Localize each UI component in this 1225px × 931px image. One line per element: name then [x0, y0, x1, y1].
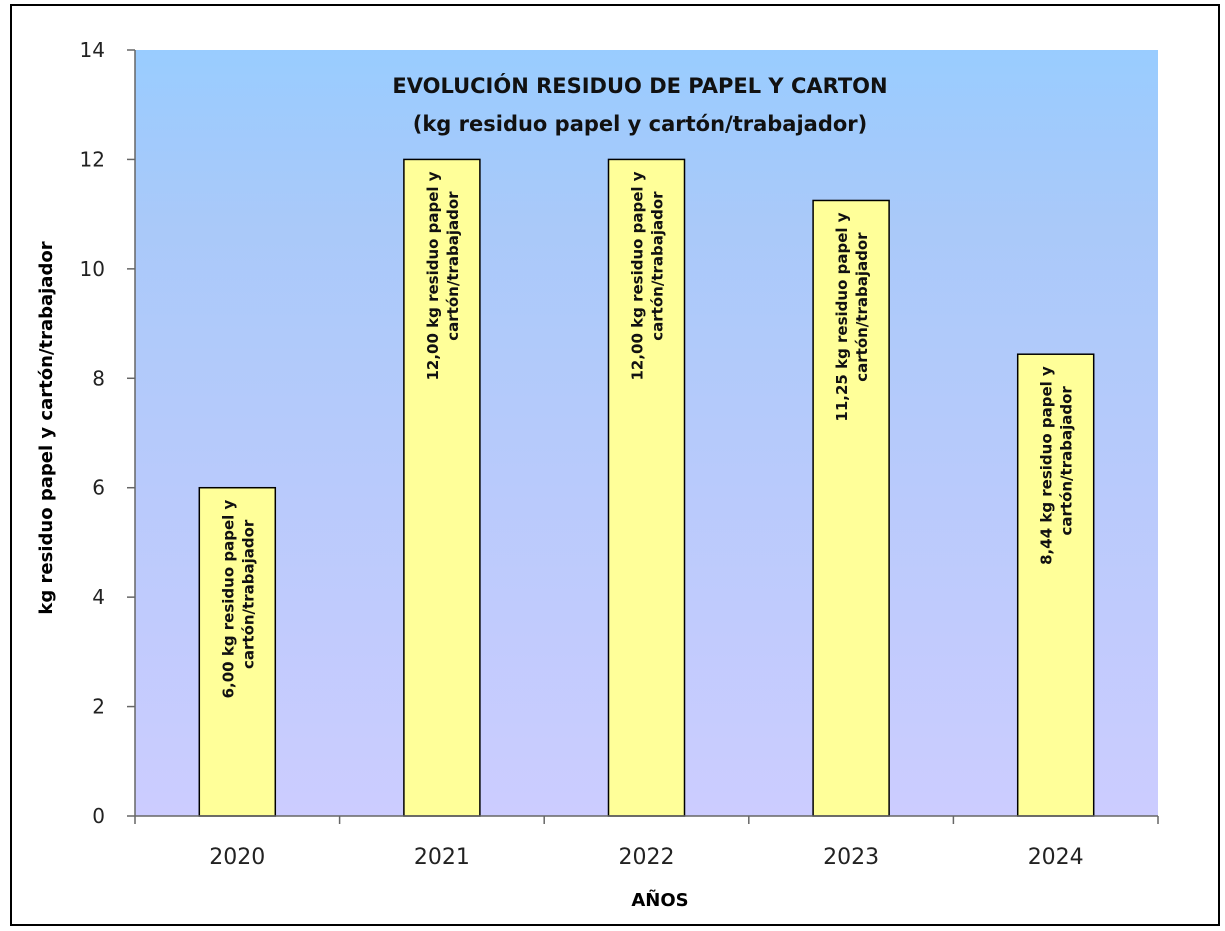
data-label-2023: 11,25 kg residuo papel y cartón/trabajado…	[833, 212, 871, 421]
y-axis-title: kg residuo papel y cartón/trabajador	[36, 241, 57, 614]
data-label-line: cartón/trabajador	[1058, 386, 1076, 536]
y-tick-label-4: 4	[92, 585, 105, 609]
bar-2024	[1016, 353, 1095, 817]
data-label-line: 6,00 kg residuo papel y	[219, 500, 237, 699]
x-tick-label-2020: 2020	[209, 845, 265, 870]
data-label-line: cartón/trabajador	[853, 232, 871, 382]
data-label-2020: 6,00 kg residuo papel y cartón/trabajador	[219, 500, 257, 699]
data-label-2024: 8,44 kg residuo papel y cartón/trabajador	[1038, 366, 1076, 565]
y-tick-label-8: 8	[92, 366, 105, 390]
data-label-line: 8,44 kg residuo papel y	[1038, 366, 1056, 565]
y-tick-label-12: 12	[80, 147, 105, 171]
y-tick-label-14: 14	[80, 38, 105, 62]
chart-title: EVOLUCIÓN RESIDUO DE PAPEL Y CARTON	[392, 73, 887, 98]
bar-2020	[198, 486, 277, 817]
y-tick-label-6: 6	[92, 476, 105, 500]
data-label-line: cartón/trabajador	[444, 191, 462, 341]
x-tick-label-2021: 2021	[414, 845, 470, 870]
x-tick-label-2022: 2022	[619, 845, 675, 870]
chart-subtitle: (kg residuo papel y cartón/trabajador)	[413, 112, 868, 136]
y-tick-label-10: 10	[80, 257, 105, 281]
x-tick-label-2023: 2023	[823, 845, 879, 870]
data-label-2022: 12,00 kg residuo papel y cartón/trabajado…	[629, 171, 667, 380]
bar-2022	[607, 158, 686, 817]
data-label-line: 12,00 kg residuo papel y	[629, 171, 647, 380]
bar-2021	[403, 158, 481, 817]
y-tick-label-0: 0	[92, 804, 105, 828]
bar-2023	[812, 199, 890, 817]
x-axis-title: AÑOS	[631, 888, 688, 911]
data-label-2021: 12,00 kg residuo papel y cartón/trabajado…	[424, 171, 462, 380]
x-tick-label-2024: 2024	[1028, 845, 1084, 870]
y-tick-label-2: 2	[92, 695, 105, 719]
data-label-line: 12,00 kg residuo papel y	[424, 171, 442, 380]
data-label-line: cartón/trabajador	[649, 191, 667, 341]
data-label-line: cartón/trabajador	[239, 519, 257, 669]
data-label-line: 11,25 kg residuo papel y	[833, 212, 851, 421]
